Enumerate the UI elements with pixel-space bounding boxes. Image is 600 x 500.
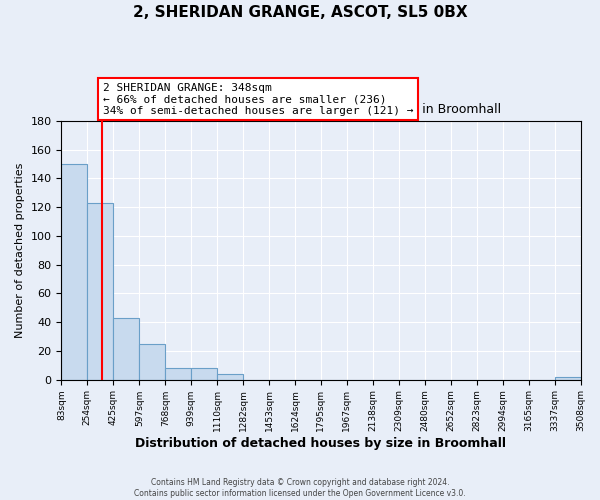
Bar (113, 318, 139, 380)
Bar (217, 374, 243, 380)
Bar (165, 368, 191, 380)
Bar (554, 376, 581, 380)
Bar (61, 164, 88, 380)
X-axis label: Distribution of detached houses by size in Broomhall: Distribution of detached houses by size … (136, 437, 506, 450)
Title: Size of property relative to detached houses in Broomhall: Size of property relative to detached ho… (140, 102, 502, 116)
Bar (139, 344, 165, 380)
Y-axis label: Number of detached properties: Number of detached properties (15, 162, 25, 338)
Bar (88, 203, 113, 380)
Text: 2 SHERIDAN GRANGE: 348sqm
← 66% of detached houses are smaller (236)
34% of semi: 2 SHERIDAN GRANGE: 348sqm ← 66% of detac… (103, 82, 413, 116)
Text: 2, SHERIDAN GRANGE, ASCOT, SL5 0BX: 2, SHERIDAN GRANGE, ASCOT, SL5 0BX (133, 5, 467, 20)
Bar (191, 368, 217, 380)
Text: Contains HM Land Registry data © Crown copyright and database right 2024.
Contai: Contains HM Land Registry data © Crown c… (134, 478, 466, 498)
